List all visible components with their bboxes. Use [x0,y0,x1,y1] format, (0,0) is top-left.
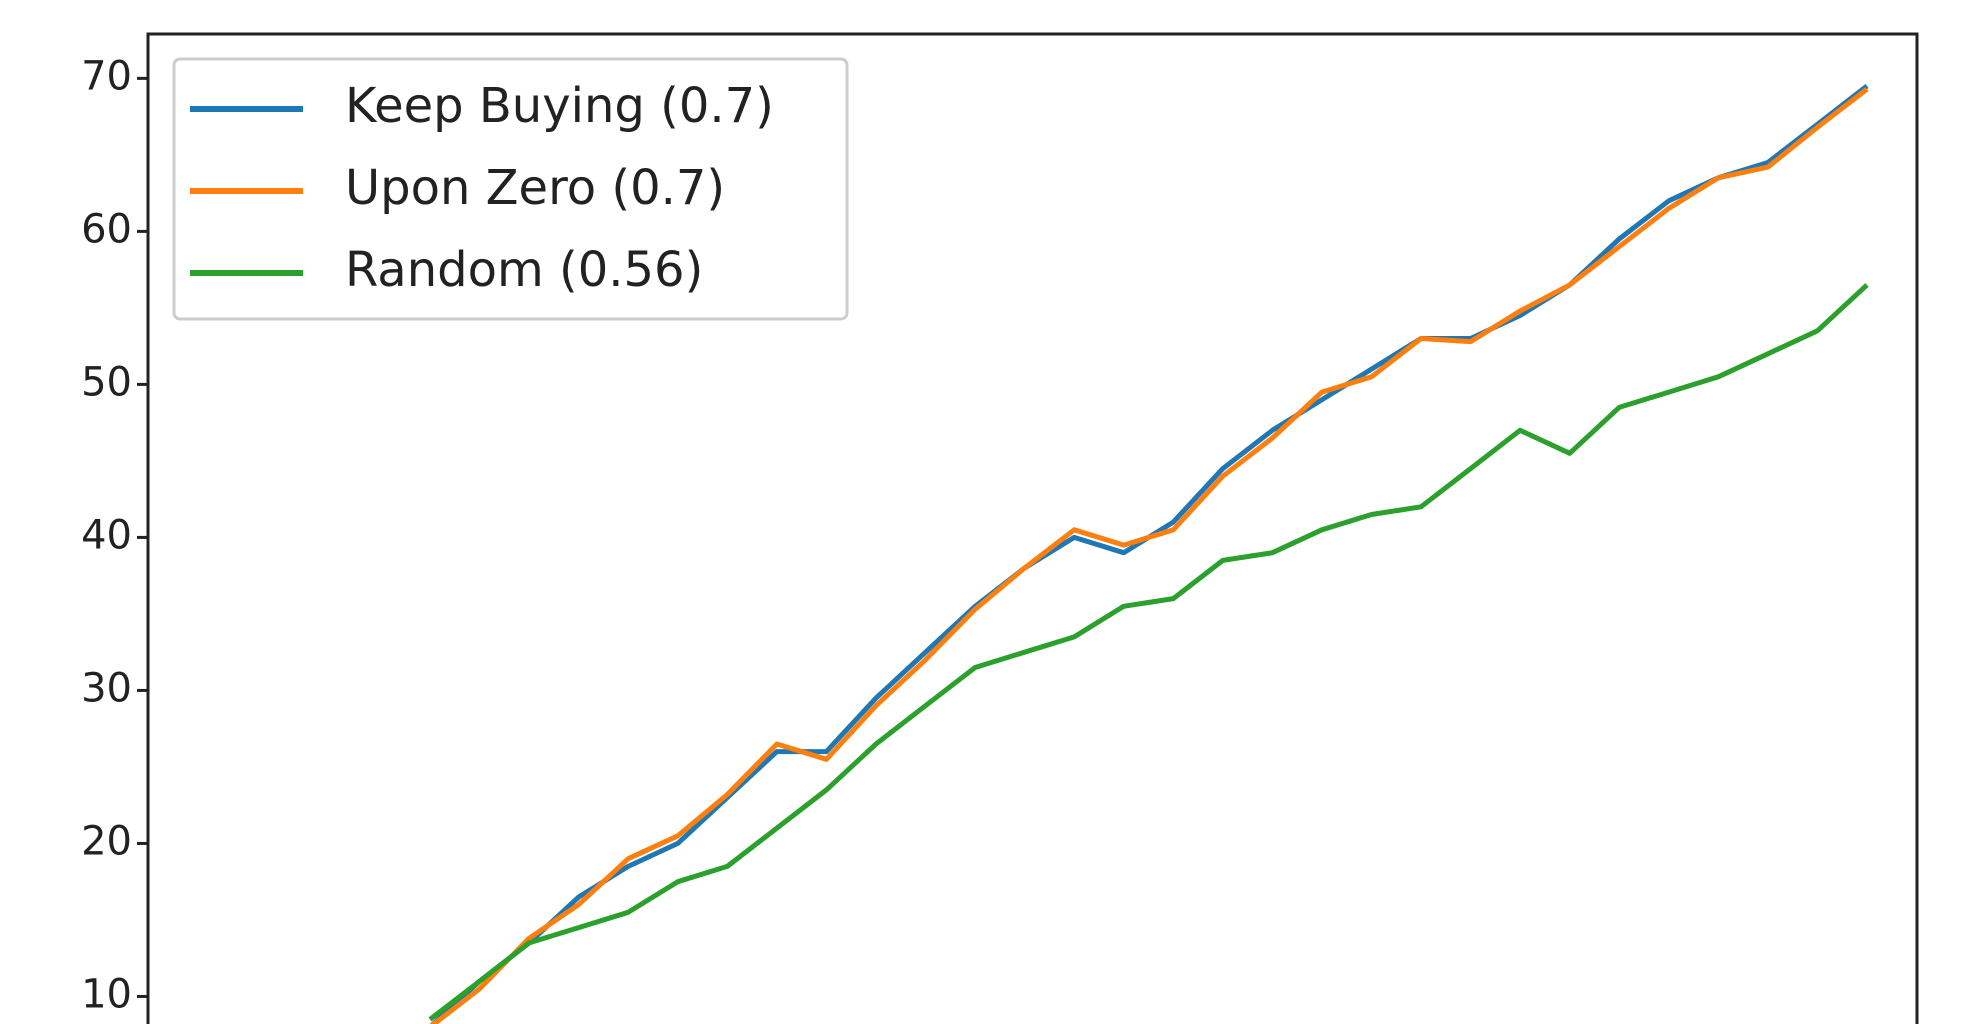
y-tick-label: 70 [81,53,132,99]
y-tick-label: 60 [81,206,132,252]
legend-label: Keep Buying (0.7) [345,78,774,134]
y-tick-label: 10 [81,971,132,1017]
legend: Keep Buying (0.7) Upon Zero (0.7) Random (… [172,57,849,321]
legend-label: Upon Zero (0.7) [345,160,725,216]
series-line [429,87,1869,1024]
legend-frame [172,57,849,321]
y-tick-label: 30 [81,665,132,711]
axes-frame [146,32,1919,1024]
y-tick-label: 20 [81,818,132,864]
legend-label: Random (0.56) [345,242,703,298]
plot-area [428,84,1869,1024]
y-tick-label: 50 [81,359,132,405]
series-line [428,283,1869,1022]
y-tick-label: 40 [81,512,132,558]
